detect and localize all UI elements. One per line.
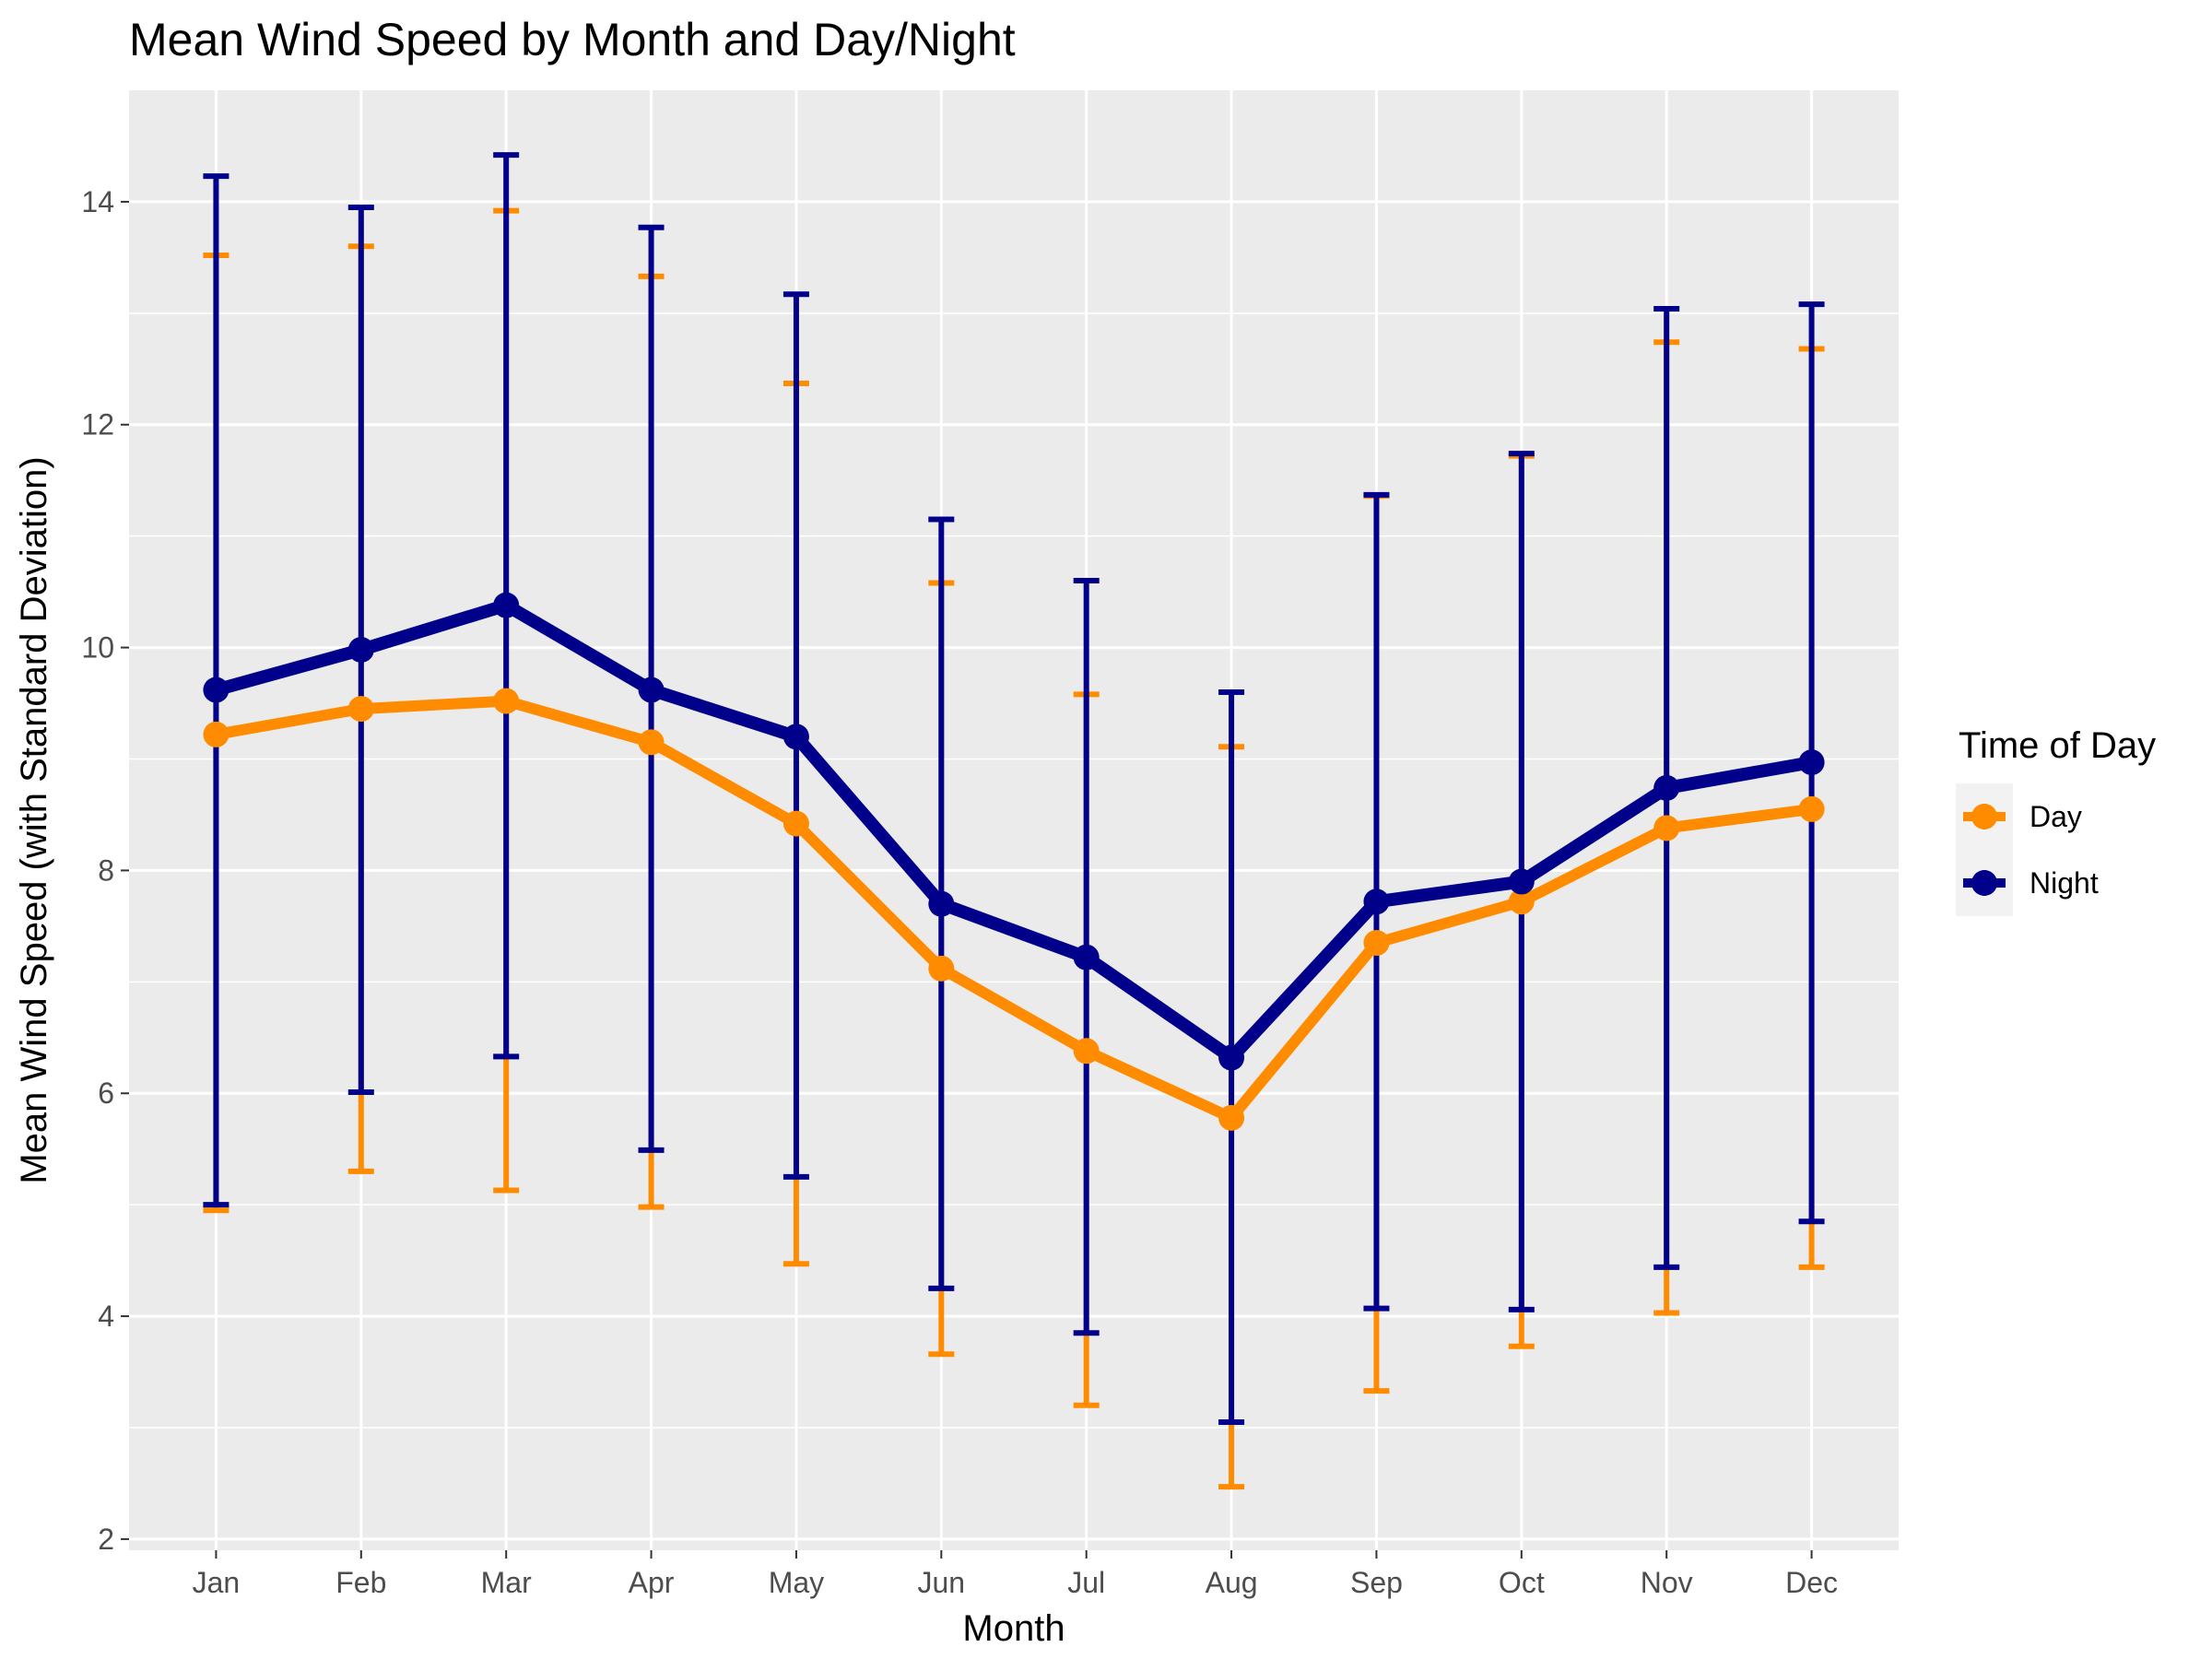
x-tick-label: Jan bbox=[193, 1566, 241, 1599]
x-tick-label: Sep bbox=[1350, 1566, 1403, 1599]
data-point-night bbox=[1798, 749, 1825, 776]
series-lines bbox=[209, 598, 1818, 1124]
data-point-day bbox=[203, 721, 229, 747]
data-point-day bbox=[1218, 1104, 1245, 1131]
y-tick-label: 8 bbox=[98, 853, 114, 887]
legend-label-day: Day bbox=[2030, 800, 2082, 833]
data-point-day bbox=[347, 696, 374, 723]
y-tick-label: 4 bbox=[98, 1300, 114, 1333]
x-axis-title: Month bbox=[962, 1608, 1065, 1649]
data-point-day bbox=[638, 729, 665, 756]
legend-label-night: Night bbox=[2030, 866, 2099, 900]
grid-minor bbox=[129, 312, 1899, 1429]
data-point-night bbox=[782, 724, 809, 750]
data-point-night bbox=[1073, 944, 1100, 971]
data-point-night bbox=[1363, 888, 1390, 915]
data-point-night bbox=[638, 677, 665, 703]
x-tick-label: Nov bbox=[1641, 1566, 1693, 1599]
data-point-night bbox=[347, 636, 374, 663]
data-point-day bbox=[1798, 795, 1825, 822]
legend-key-point-night bbox=[1971, 870, 1997, 896]
legend: Time of Day Day Night bbox=[1956, 725, 2156, 916]
legend-title: Time of Day bbox=[1959, 725, 2156, 766]
x-tick-label: Jul bbox=[1067, 1566, 1105, 1599]
x-tick-label: Jun bbox=[918, 1566, 966, 1599]
data-point-night bbox=[928, 890, 955, 917]
x-tick-label: Oct bbox=[1499, 1566, 1545, 1599]
x-tick-label: Mar bbox=[481, 1566, 532, 1599]
data-point-day bbox=[1508, 888, 1535, 915]
data-point-night bbox=[1508, 868, 1535, 895]
legend-key-point-day bbox=[1971, 804, 1997, 830]
y-tick-label: 2 bbox=[98, 1523, 114, 1556]
x-tick-label: Feb bbox=[335, 1566, 386, 1599]
data-point-night bbox=[493, 592, 520, 618]
series-points bbox=[203, 592, 1825, 1131]
y-tick-label: 14 bbox=[81, 185, 114, 218]
data-point-night bbox=[1218, 1044, 1245, 1071]
y-tick-label: 10 bbox=[81, 631, 114, 665]
y-tick-label: 6 bbox=[98, 1077, 114, 1110]
data-point-night bbox=[203, 677, 229, 703]
plot-panel bbox=[129, 90, 1899, 1550]
x-tick-label: Dec bbox=[1785, 1566, 1838, 1599]
data-point-day bbox=[1363, 930, 1390, 957]
y-axis: 2 4 6 8 10 12 14 bbox=[81, 185, 129, 1556]
data-point-day bbox=[928, 955, 955, 982]
data-point-day bbox=[493, 688, 520, 714]
data-point-day bbox=[782, 810, 809, 837]
data-point-night bbox=[1653, 774, 1680, 801]
data-point-day bbox=[1653, 815, 1680, 841]
data-point-day bbox=[1073, 1038, 1100, 1065]
error-bars bbox=[203, 152, 1825, 1490]
x-tick-label: Apr bbox=[629, 1566, 675, 1599]
y-axis-title: Mean Wind Speed (with Standard Deviation… bbox=[14, 456, 54, 1183]
x-axis: Jan Feb Mar Apr May Jun Jul Aug Sep Oct Nov Dec bbox=[193, 1550, 1838, 1599]
series-line-night bbox=[209, 598, 1818, 1065]
x-tick-label: Aug bbox=[1206, 1566, 1258, 1599]
x-tick-label: May bbox=[769, 1566, 824, 1599]
chart-title: Mean Wind Speed by Month and Day/Night bbox=[129, 14, 1016, 65]
series-line-day bbox=[210, 695, 1818, 1124]
y-tick-label: 12 bbox=[81, 408, 114, 441]
